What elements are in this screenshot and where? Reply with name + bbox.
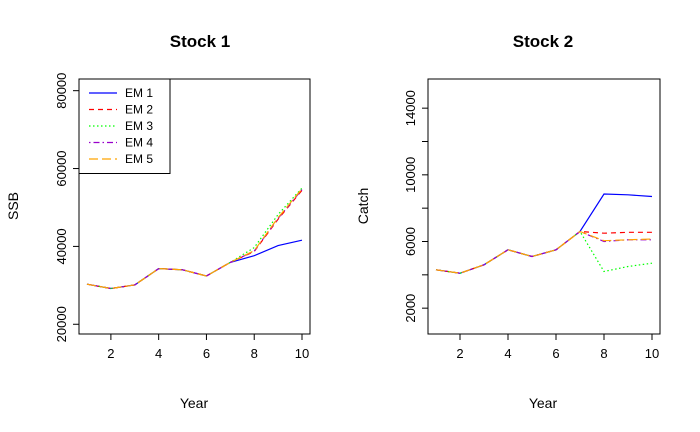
legend-label: EM 1 bbox=[125, 86, 153, 100]
plot-frame bbox=[78, 78, 311, 335]
x-tick-label: 8 bbox=[251, 346, 258, 361]
y-tick-label: 20000 bbox=[54, 306, 69, 342]
legend-label: EM 5 bbox=[125, 152, 153, 166]
x-tick-label: 4 bbox=[155, 346, 162, 361]
series-line-4 bbox=[435, 230, 652, 274]
x-tick-label: 6 bbox=[552, 346, 559, 361]
y-tick-label: 80000 bbox=[54, 73, 69, 109]
panel-stock-2: Stock 2 Year Catch 2 4 6 8 10 2000 6000 10000 14… bbox=[355, 32, 661, 411]
x-tick-label: 6 bbox=[203, 346, 210, 361]
series-line-4 bbox=[86, 189, 303, 290]
y-tick-label: 60000 bbox=[54, 150, 69, 186]
xlabel-stock-1: Year bbox=[180, 395, 209, 411]
x-tick-label: 10 bbox=[645, 346, 659, 361]
y-tick-label: 10000 bbox=[403, 157, 418, 193]
y-tick-label: 2000 bbox=[403, 294, 418, 323]
plot-frame bbox=[427, 78, 661, 335]
series-line-1 bbox=[86, 239, 303, 290]
legend-label: EM 2 bbox=[125, 103, 153, 117]
ylabel-stock-1: SSB bbox=[5, 192, 21, 220]
legend-label: EM 3 bbox=[125, 119, 153, 133]
panel-stock-1: Stock 1 Year SSB 2 4 6 8 10 20000 40000 60000 80… bbox=[5, 32, 311, 411]
xlabel-stock-2: Year bbox=[529, 395, 558, 411]
series-line-2 bbox=[435, 230, 652, 274]
series-line-3 bbox=[435, 230, 653, 274]
title-stock-1: Stock 1 bbox=[170, 32, 230, 51]
series-line-5 bbox=[86, 188, 303, 290]
x-tick-label: 10 bbox=[295, 346, 309, 361]
title-stock-2: Stock 2 bbox=[513, 32, 573, 51]
legend: EM 1 EM 2 EM 3 EM 4 EM 5 bbox=[78, 78, 171, 174]
series-line-1 bbox=[435, 193, 653, 274]
x-tick-label: 2 bbox=[456, 346, 463, 361]
x-tick-label: 2 bbox=[107, 346, 114, 361]
legend-label: EM 4 bbox=[125, 136, 153, 150]
y-tick-label: 6000 bbox=[403, 227, 418, 256]
x-tick-label: 8 bbox=[600, 346, 607, 361]
x-tick-label: 4 bbox=[504, 346, 511, 361]
series-line-5 bbox=[435, 230, 653, 274]
series-line-2 bbox=[86, 189, 303, 290]
y-tick-label: 40000 bbox=[54, 228, 69, 264]
ylabel-stock-2: Catch bbox=[355, 188, 371, 225]
y-tick-label: 14000 bbox=[403, 90, 418, 126]
